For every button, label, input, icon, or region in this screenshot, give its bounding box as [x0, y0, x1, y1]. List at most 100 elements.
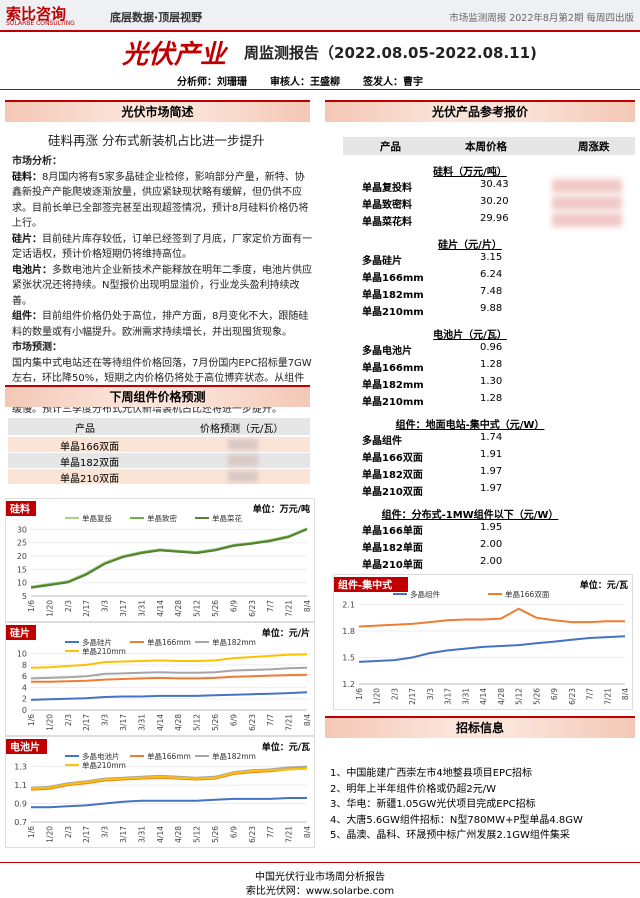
product: 多晶电池片	[362, 346, 412, 357]
x-tick-label: 3/3	[101, 600, 110, 612]
price: 1.97	[480, 483, 503, 494]
x-tick-label: 6/9	[229, 600, 238, 612]
item-label: 硅料：	[12, 171, 42, 183]
price: 2.00	[480, 539, 503, 550]
legend-label: 单晶182mm	[212, 751, 256, 761]
legend-label: 多晶硅片	[82, 637, 112, 647]
chart-title: 电池片	[10, 741, 40, 754]
chart: 硅片 单位：元/片 0 2 4 6 8 10 1/6 1/20 2/3 2/17 3/3 3/17 3/31…	[5, 622, 315, 736]
y-tick-label: 1.1	[14, 781, 27, 790]
top-bar	[0, 0, 640, 32]
y-tick-label: 15	[17, 565, 27, 574]
section-title: 硅料（万元/吨）	[433, 167, 507, 178]
x-tick-label: 1/6	[27, 600, 36, 612]
x-tick-label: 2/17	[82, 826, 91, 843]
x-tick-label: 3/3	[101, 826, 110, 838]
blurred-value	[228, 455, 258, 466]
issue: 市场监测周报 2022年8月第2期 每周四出版	[449, 13, 634, 24]
x-tick-label: 1/20	[45, 714, 54, 731]
price: 1.91	[480, 449, 503, 460]
x-tick-label: 3/31	[137, 600, 146, 617]
column-header: 本周价格	[465, 141, 507, 153]
section-title: 组件：地面电站-集中式（元/W）	[395, 420, 545, 431]
x-tick-label: 3/17	[119, 600, 128, 617]
price: 1.74	[480, 432, 503, 443]
bidding-item: 2、明年上半年组件价格或仍超2元/W	[330, 783, 496, 795]
price: 30.20	[480, 196, 509, 207]
x-tick-label: 5/12	[193, 826, 202, 843]
x-tick-label: 2/3	[64, 600, 73, 612]
x-tick-label: 4/14	[156, 826, 165, 843]
legend-label: 单晶菜花	[212, 513, 242, 523]
chart: 组件-集中式 单位：元/瓦 1.2 1.5 1.8 2.1 1/6 1/20 2/3 2/17 3/…	[333, 574, 633, 710]
logo-en: SOLARBE CONSULTING	[6, 20, 75, 27]
y-tick-label: 4	[22, 683, 27, 692]
series-line	[31, 673, 308, 683]
x-tick-label: 2/3	[390, 688, 399, 700]
x-tick-label: 7/21	[285, 826, 294, 843]
chart-frame	[5, 622, 315, 736]
item-text: 目前硅片库存较低，订单已经签到了月底，厂家定价方面有一定话语权，预计价格短期仍将…	[12, 233, 312, 261]
x-tick-label: 8/4	[303, 714, 312, 726]
price: 30.43	[480, 179, 509, 190]
x-tick-label: 4/28	[174, 714, 183, 731]
y-tick-label: 10	[17, 650, 27, 659]
x-tick-label: 4/28	[174, 600, 183, 617]
footer-2: 索比光伏网：www.solarbe.com	[245, 886, 395, 897]
product: 多晶硅片	[362, 256, 402, 267]
column-header: 周涨跌	[578, 141, 610, 153]
footer-1: 中国光伏行业市场周分析报告	[255, 872, 385, 883]
x-tick-label: 5/26	[211, 600, 220, 617]
x-tick-label: 1/6	[27, 826, 36, 838]
x-tick-label: 2/17	[408, 688, 417, 705]
bidding-item: 4、大唐5.6GW组件招标：N型780MW+P型单晶4.8GW	[330, 814, 583, 826]
title-main: 光伏产业	[122, 40, 227, 70]
section-heading: 下周组件价格预测	[5, 385, 310, 407]
row-bg	[8, 469, 310, 484]
y-tick-label: 6	[22, 672, 27, 681]
x-tick-label: 2/3	[64, 826, 73, 838]
x-tick-label: 8/4	[303, 826, 312, 838]
x-tick-label: 4/14	[479, 688, 488, 705]
chart-unit: 单位：元/瓦	[580, 579, 628, 591]
product: 单晶210双面	[362, 487, 423, 498]
series-line	[30, 528, 308, 589]
series-line	[358, 635, 626, 663]
x-tick-label: 7/21	[603, 688, 612, 705]
product: 单晶210单面	[362, 560, 423, 571]
x-tick-label: 2/17	[82, 600, 91, 617]
blurred-value	[228, 439, 258, 450]
x-tick-label: 6/9	[550, 688, 559, 700]
x-tick-label: 6/23	[248, 600, 257, 617]
analysis-heading: 市场分析：	[12, 156, 62, 167]
x-tick-label: 1/20	[373, 688, 382, 705]
chart: 电池片 单位：元/瓦 0.7 0.9 1.1 1.3 1/6 1/20 2/3 2/17 3/3 3/…	[5, 736, 315, 848]
chart-title-bg	[6, 625, 36, 640]
series-line	[358, 607, 625, 628]
product: 单晶210双面	[60, 474, 120, 485]
x-tick-label: 2/17	[82, 714, 91, 731]
x-tick-label: 7/7	[266, 714, 275, 726]
chart-title-bg	[334, 577, 408, 592]
table-header-bg	[8, 418, 310, 435]
table-header-bg	[343, 137, 635, 155]
x-tick-label: 8/4	[621, 688, 630, 700]
y-tick-label: 2.1	[342, 600, 355, 609]
legend-label: 单晶致密	[147, 513, 177, 523]
chart-frame	[5, 736, 315, 848]
x-tick-label: 7/7	[266, 600, 275, 612]
x-tick-label: 5/26	[211, 826, 220, 843]
chart-unit: 单位：元/瓦	[262, 741, 310, 753]
y-tick-label: 1.8	[342, 627, 355, 636]
item-text: 8月国内将有5家多晶硅企业检修，影响部分产量，新特、协鑫新投产产能爬坡逐渐放量，…	[12, 171, 309, 230]
legend-label: 多晶电池片	[82, 751, 120, 761]
x-tick-label: 6/23	[248, 714, 257, 731]
product: 单晶致密料	[362, 200, 412, 211]
price: 3.15	[480, 252, 503, 263]
product: 单晶182双面	[60, 458, 120, 469]
x-tick-label: 6/23	[568, 688, 577, 705]
analysis-item: 组件：目前组件价格仍处于高位，排产方面，8月变化不大，跟随硅料的数量或有小幅提升…	[12, 309, 312, 340]
blurred-change	[552, 179, 622, 193]
blurred-value	[228, 471, 258, 482]
title-sub: 周监测报告（2022.08.05-2022.08.11)	[244, 44, 537, 62]
